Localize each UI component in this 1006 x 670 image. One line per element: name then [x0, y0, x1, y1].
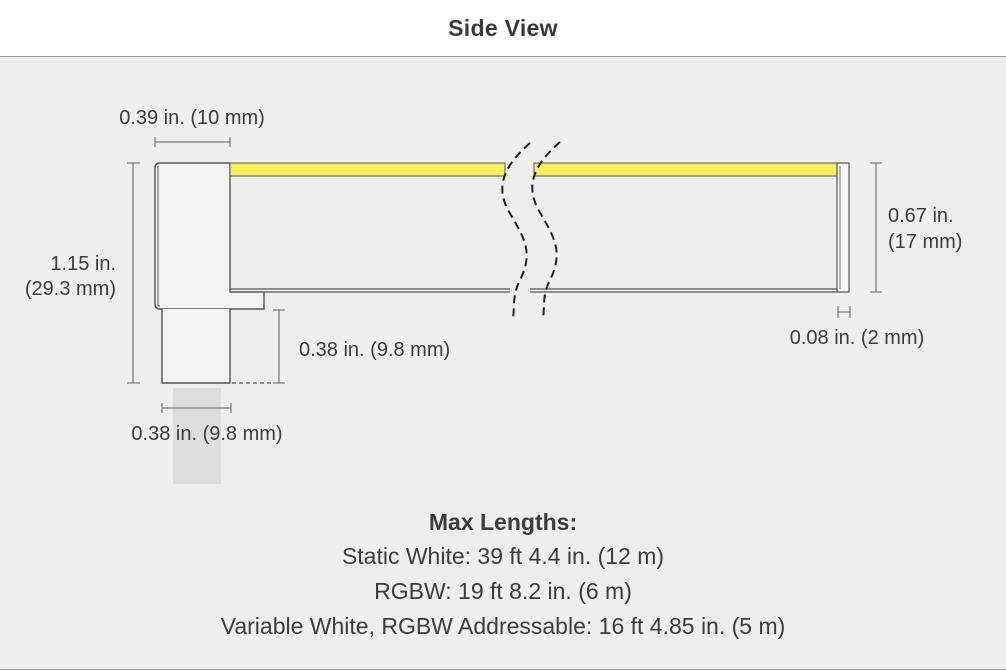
dim-overall-height-label-2: (29.3 mm): [25, 278, 116, 300]
mounting-bracket-inner: [157, 166, 161, 307]
mounting-bracket: [154, 162, 265, 310]
dim-overall-height-label-1: 1.15 in.: [50, 253, 116, 275]
dim-top-width: [154, 137, 231, 147]
dim-end-thickness-label: 0.08 in. (2 mm): [790, 327, 924, 349]
break-line-left: [501, 142, 531, 319]
end-cap: [836, 162, 850, 293]
mounting-leg: [161, 309, 231, 384]
leg-shadow: [173, 388, 221, 484]
max-lengths-heading: Max Lengths:: [428, 509, 578, 535]
max-length-item: RGBW: 19 ft 8.2 in. (6 m): [374, 578, 632, 604]
dim-top-width-label: 0.39 in. (10 mm): [119, 107, 265, 129]
dim-channel-height: [870, 162, 882, 293]
page-title: Side View: [448, 14, 558, 41]
dim-leg-width: [161, 403, 232, 413]
dim-end-thickness: [837, 306, 851, 318]
break-line-right: [531, 141, 561, 319]
header-bar: Side View: [0, 0, 1006, 57]
max-length-item: Variable White, RGBW Addressable: 16 ft …: [220, 613, 786, 639]
led-strip-left: [229, 162, 506, 177]
led-strip-right: [533, 162, 838, 177]
dim-leg-height-label: 0.38 in. (9.8 mm): [299, 339, 450, 361]
max-length-item: Static White: 39 ft 4.4 in. (12 m): [341, 543, 665, 569]
channel-body-left: [230, 163, 510, 292]
dim-channel-height-label-1: 0.67 in.: [888, 205, 954, 227]
dim-leg-width-label: 0.38 in. (9.8 mm): [131, 423, 282, 445]
max-lengths-section: Max Lengths: Static White: 39 ft 4.4 in.…: [0, 505, 1006, 644]
dim-leg-height: [273, 309, 285, 384]
dim-channel-height-label-2: (17 mm): [888, 231, 962, 253]
dim-overall-height: [127, 162, 140, 384]
